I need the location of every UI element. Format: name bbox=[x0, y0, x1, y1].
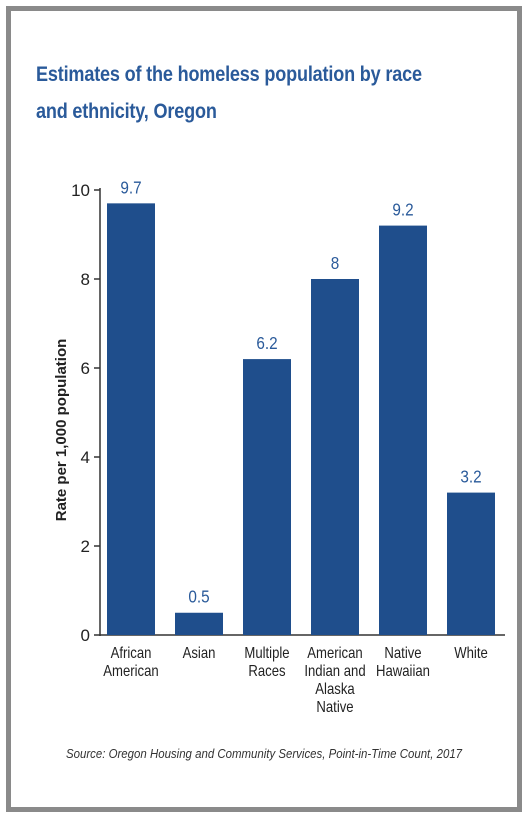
value-label: 9.7 bbox=[120, 177, 141, 197]
value-label: 8 bbox=[331, 253, 340, 273]
y-tick-label: 2 bbox=[81, 537, 90, 556]
bar bbox=[311, 279, 359, 635]
value-label: 0.5 bbox=[188, 587, 209, 607]
bar bbox=[243, 359, 291, 635]
x-tick-label: Native Hawaiian bbox=[376, 645, 430, 680]
y-tick-label: 8 bbox=[81, 270, 90, 289]
value-label: 9.2 bbox=[392, 199, 413, 219]
y-tick-label: 10 bbox=[71, 181, 90, 200]
chart-title: Estimates of the homeless population by … bbox=[36, 63, 422, 123]
y-axis-label: Rate per 1,000 population bbox=[53, 339, 70, 522]
bar bbox=[175, 612, 223, 635]
x-tick-label: African American bbox=[103, 645, 159, 680]
bar bbox=[379, 225, 427, 635]
x-tick-label: Asian bbox=[182, 645, 216, 662]
y-tick-label: 6 bbox=[81, 359, 90, 378]
source-note: Source: Oregon Housing and Community Ser… bbox=[66, 746, 463, 761]
value-label: 3.2 bbox=[460, 466, 481, 486]
bar bbox=[447, 492, 495, 635]
x-tick-label: Multiple Races bbox=[244, 645, 290, 680]
x-tick-label: White bbox=[454, 645, 488, 662]
y-tick-label: 0 bbox=[81, 626, 90, 645]
x-tick-label: American Indian and Alaska Native bbox=[304, 645, 366, 716]
y-tick-label: 4 bbox=[81, 448, 90, 467]
value-label: 6.2 bbox=[256, 333, 277, 353]
bar bbox=[107, 203, 155, 635]
